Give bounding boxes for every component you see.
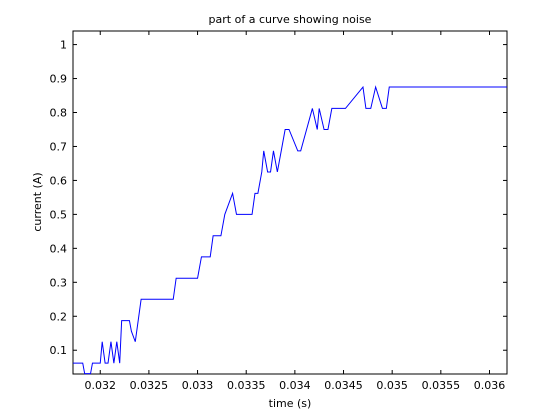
y-axis-ticks: 0.1 0.2 0.3 0.4 0.5 0.6 0.7 0.8 0.9 1 [50,39,507,357]
x-tick-label: 0.0355 [422,379,461,392]
series-layer [73,85,507,375]
y-tick-label: 0.4 [50,242,68,255]
x-tick-label: 0.0345 [324,379,363,392]
x-tick-label: 0.0325 [130,379,169,392]
x-tick-label: 0.033 [182,379,214,392]
series-line [73,85,507,375]
y-tick-label: 0.6 [50,174,68,187]
y-tick-label: 0.9 [50,73,68,86]
x-tick-label: 0.0335 [227,379,266,392]
y-tick-label: 0.1 [50,344,68,357]
y-tick-label: 0.3 [50,276,68,289]
y-axis-label: current (A) [31,172,44,231]
plot-area [72,30,508,375]
y-tick-label: 0.5 [50,208,68,221]
x-axis-ticks: 0.032 0.0325 0.033 0.0335 0.034 0.0345 0.035 0.… [84,31,505,392]
x-axis-label: time (s) [269,397,312,410]
x-tick-label: 0.034 [279,379,311,392]
x-tick-label: 0.035 [376,379,408,392]
y-tick-label: 0.7 [50,140,68,153]
x-tick-label: 0.036 [474,379,506,392]
y-tick-label: 0.2 [50,310,68,323]
y-tick-label: 0.8 [50,107,68,120]
y-tick-label: 1 [60,39,67,52]
chart-title: part of a curve showing noise [209,13,372,26]
x-tick-label: 0.032 [84,379,116,392]
